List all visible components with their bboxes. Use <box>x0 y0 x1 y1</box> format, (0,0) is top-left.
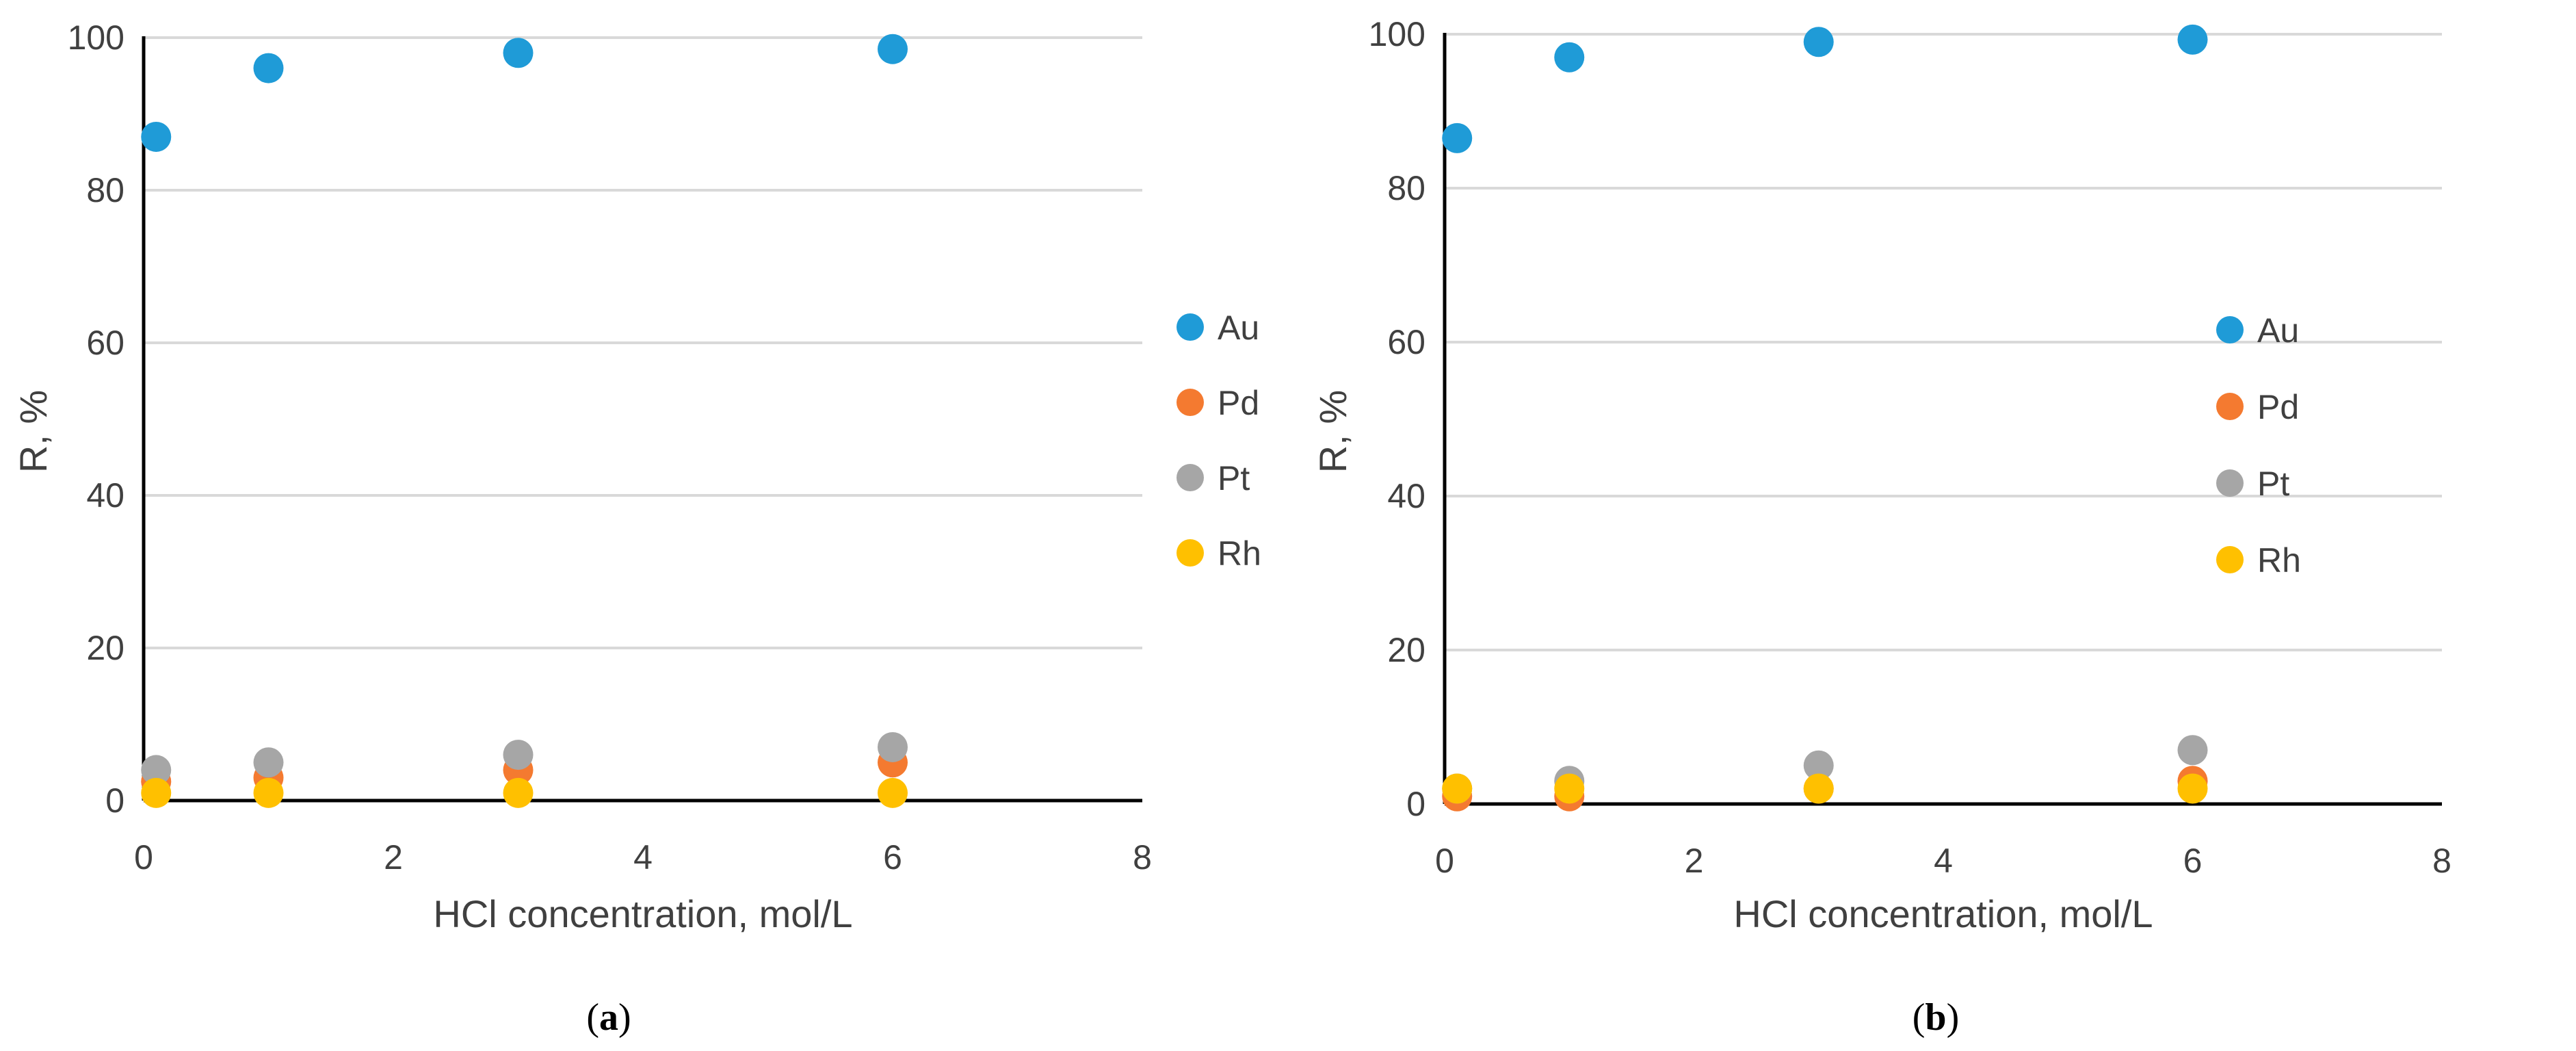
legend-marker-pt <box>2216 469 2244 497</box>
y-axis-title: R, % <box>12 390 55 473</box>
data-point-rh <box>878 777 908 808</box>
legend-label-au: Au <box>2257 311 2299 350</box>
legend-marker-au <box>2216 316 2244 343</box>
x-tick-label: 6 <box>2183 842 2203 880</box>
data-point-rh <box>503 777 534 808</box>
data-point-au <box>2177 24 2208 55</box>
panel-caption: (a) <box>586 996 631 1039</box>
x-tick-label: 8 <box>2432 842 2452 880</box>
legend-label-au: Au <box>1218 309 1259 347</box>
x-tick-label: 8 <box>1133 838 1152 877</box>
y-tick-label: 100 <box>68 18 124 57</box>
x-axis-title: HCl concentration, mol/L <box>1733 892 2153 935</box>
legend-marker-au <box>1177 313 1204 341</box>
caption-open-paren: ( <box>586 996 599 1039</box>
y-tick-label: 60 <box>86 324 124 362</box>
legend-marker-pt <box>1177 464 1204 491</box>
legend-label-rh: Rh <box>2257 541 2301 580</box>
data-point-au <box>1803 27 1834 57</box>
data-point-au <box>1554 42 1585 73</box>
data-point-pt <box>2177 735 2208 766</box>
data-point-au <box>141 121 172 152</box>
chart-panel-a: 0 20 40 60 80 100 0 2 4 6 8 HCl concentration, mol/… <box>12 18 1261 1039</box>
data-point-au <box>253 53 284 83</box>
x-tick-label: 2 <box>384 838 403 877</box>
panel-caption: (b) <box>1913 996 1959 1039</box>
x-tick-label: 6 <box>883 838 902 877</box>
caption-open-paren: ( <box>1913 996 1926 1039</box>
chart-panel-b: 0 20 40 60 80 100 0 2 4 6 8 HCl concentration, mol/… <box>1311 15 2452 1039</box>
caption-letter: a <box>599 996 618 1039</box>
data-point-au <box>878 34 908 64</box>
data-point-pt <box>141 755 172 786</box>
data-point-au <box>503 38 534 68</box>
data-point-rh <box>1803 773 1834 804</box>
legend-label-pd: Pd <box>1218 384 1259 422</box>
y-axis-title: R, % <box>1311 390 1354 473</box>
legend-label-rh: Rh <box>1218 534 1261 573</box>
x-tick-label: 2 <box>1685 842 1704 880</box>
y-tick-label: 20 <box>1387 631 1425 669</box>
legend-marker-pd <box>2216 393 2244 420</box>
x-tick-label: 0 <box>1435 842 1454 880</box>
x-axis-title: HCl concentration, mol/L <box>433 892 852 935</box>
x-tick-label: 0 <box>134 838 153 877</box>
y-tick-label: 80 <box>86 171 124 209</box>
legend-label-pt: Pt <box>2257 465 2289 503</box>
y-tick-label: 40 <box>1387 477 1425 515</box>
y-tick-label: 80 <box>1387 169 1425 207</box>
data-point-rh <box>1442 773 1473 804</box>
data-point-rh <box>2177 773 2208 804</box>
data-point-pt <box>503 740 534 770</box>
data-point-pt <box>1803 750 1834 781</box>
y-tick-label: 60 <box>1387 323 1425 361</box>
data-point-rh <box>253 777 284 808</box>
y-tick-label: 100 <box>1369 15 1425 53</box>
y-tick-label: 0 <box>105 781 124 820</box>
data-point-pt <box>253 747 284 778</box>
y-tick-label: 0 <box>1406 785 1425 823</box>
caption-close-paren: ) <box>1947 996 1960 1039</box>
caption-close-paren: ) <box>618 996 631 1039</box>
x-tick-label: 4 <box>633 838 653 877</box>
y-tick-label: 40 <box>86 476 124 515</box>
legend-label-pd: Pd <box>2257 388 2299 426</box>
caption-letter: b <box>1925 996 1946 1039</box>
data-point-pt <box>878 731 908 762</box>
data-point-rh <box>141 777 172 808</box>
data-point-au <box>1442 122 1473 153</box>
legend-marker-pd <box>1177 389 1204 416</box>
legend-marker-rh <box>2216 546 2244 573</box>
x-tick-label: 4 <box>1934 842 1953 880</box>
legend-marker-rh <box>1177 539 1204 567</box>
legend-label-pt: Pt <box>1218 459 1250 497</box>
y-tick-label: 20 <box>86 629 124 667</box>
data-point-rh <box>1554 773 1585 804</box>
